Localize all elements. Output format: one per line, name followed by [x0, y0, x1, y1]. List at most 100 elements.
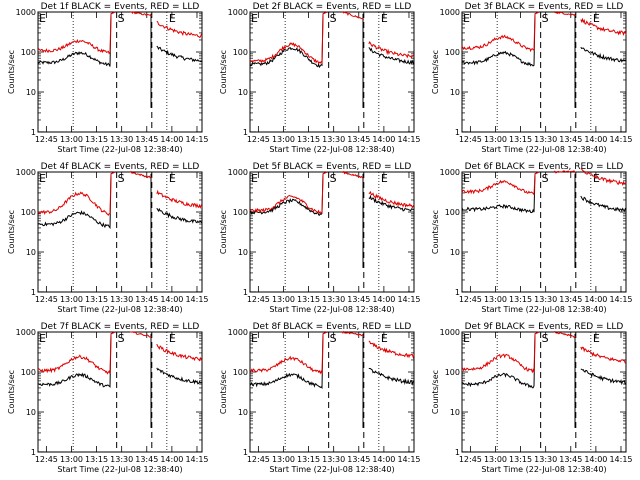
y-tick-label: 100	[445, 368, 460, 377]
marker-label-e: E	[39, 172, 46, 185]
y-axis-label: Counts/sec	[431, 50, 440, 94]
x-tick-label: 12:45	[247, 135, 270, 144]
x-tick-label: 13:45	[347, 455, 370, 464]
y-axis-label: Counts/sec	[431, 210, 440, 254]
x-tick-label: 12:45	[247, 295, 270, 304]
series-lld	[341, 170, 364, 179]
panel-det-2: Det 2f BLACK = Events, RED = LLD 1 10 100 10…	[219, 2, 421, 154]
x-tick-label: 13:00	[272, 295, 295, 304]
x-tick-label: 13:00	[484, 135, 507, 144]
y-tick-label: 1	[31, 128, 36, 137]
marker-label-s: S	[118, 172, 125, 185]
y-tick-label: 100	[233, 368, 248, 377]
y-tick-label: 1000	[16, 8, 36, 17]
panel-det-7: Det 7f BLACK = Events, RED = LLD 1 10 100 10…	[7, 322, 209, 474]
panel-det-5: Det 5f BLACK = Events, RED = LLD 1 10 100 10…	[219, 162, 421, 314]
x-tick-label: 12:45	[459, 135, 482, 144]
panel-det-9: Det 9f BLACK = Events, RED = LLD 1 10 100 10…	[431, 322, 633, 474]
series-lld	[37, 171, 116, 216]
x-tick-label: 13:00	[60, 295, 83, 304]
y-tick-label: 100	[21, 208, 36, 217]
series-lld	[341, 10, 365, 20]
x-tick-label: 14:00	[160, 295, 183, 304]
x-tick-label: 13:45	[135, 295, 158, 304]
y-tick-label: 10	[450, 88, 460, 97]
series-lld	[249, 331, 328, 375]
panel-title: Det 3f BLACK = Events, RED = LLD	[465, 2, 624, 12]
x-tick-label: 13:45	[559, 455, 582, 464]
marker-label-s: S	[542, 12, 549, 25]
x-tick-label: 13:30	[110, 295, 133, 304]
y-axis-label: Counts/sec	[7, 210, 16, 254]
x-tick-label: 12:45	[459, 455, 482, 464]
series-events	[156, 207, 203, 224]
series-lld	[580, 17, 627, 37]
marker-label-e: E	[169, 332, 176, 345]
series-lld	[129, 331, 152, 338]
x-tick-label: 13:00	[60, 455, 83, 464]
x-tick-label: 13:15	[297, 455, 320, 464]
y-tick-label: 10	[238, 408, 248, 417]
x-tick-label: 14:15	[397, 295, 420, 304]
y-tick-label: 10	[238, 88, 248, 97]
y-tick-label: 1000	[440, 328, 460, 337]
x-tick-label: 13:45	[347, 135, 370, 144]
series-lld	[461, 171, 540, 196]
series-events	[37, 171, 116, 230]
marker-label-s: S	[542, 332, 549, 345]
series-events	[580, 195, 627, 213]
x-tick-label: 14:00	[584, 455, 607, 464]
y-tick-label: 100	[445, 48, 460, 57]
x-tick-label: 13:00	[272, 455, 295, 464]
y-tick-label: 100	[233, 48, 248, 57]
x-tick-label: 13:00	[272, 135, 295, 144]
panel-title: Det 9f BLACK = Events, RED = LLD	[465, 322, 624, 332]
marker-label-e: E	[593, 332, 600, 345]
series-events	[249, 331, 328, 389]
x-tick-label: 14:15	[609, 135, 632, 144]
marker-label-e: E	[463, 12, 470, 25]
series-events	[37, 11, 116, 67]
y-axis-label: Counts/sec	[7, 370, 16, 414]
x-tick-label: 14:15	[185, 135, 208, 144]
marker-label-e: E	[463, 332, 470, 345]
x-tick-label: 14:00	[584, 135, 607, 144]
plot-frame	[37, 11, 203, 133]
panel-title: Det 8f BLACK = Events, RED = LLD	[253, 322, 412, 332]
series-lld	[553, 330, 576, 338]
series-lld	[341, 330, 365, 337]
y-tick-label: 1000	[228, 168, 248, 177]
marker-label-e: E	[169, 12, 176, 25]
series-lld	[129, 11, 153, 17]
series-lld	[553, 170, 576, 174]
series-lld	[580, 168, 627, 186]
series-lld	[129, 170, 152, 179]
x-axis-label: Start Time (22-Jul-08 12:38:40)	[57, 465, 182, 474]
series-events	[368, 47, 415, 65]
y-tick-label: 1	[243, 128, 248, 137]
series-lld	[580, 346, 627, 364]
panel-det-4: Det 4f BLACK = Events, RED = LLD 1 10 100 10…	[7, 162, 209, 314]
x-tick-label: 13:45	[559, 295, 582, 304]
x-tick-label: 13:00	[484, 295, 507, 304]
marker-label-e: E	[381, 172, 388, 185]
x-tick-label: 14:15	[185, 455, 208, 464]
x-axis-label: Start Time (22-Jul-08 12:38:40)	[481, 145, 606, 154]
marker-label-s: S	[118, 12, 125, 25]
y-tick-label: 10	[26, 88, 36, 97]
y-tick-label: 1	[455, 288, 460, 297]
x-tick-label: 13:30	[534, 135, 557, 144]
x-tick-label: 14:15	[397, 135, 420, 144]
marker-label-e: E	[593, 172, 600, 185]
plot-frame	[461, 331, 627, 453]
series-lld	[37, 11, 116, 55]
panel-det-1: Det 1f BLACK = Events, RED = LLD 1 10 100 10…	[7, 2, 209, 154]
y-tick-label: 100	[233, 208, 248, 217]
x-tick-label: 13:15	[85, 295, 108, 304]
x-tick-label: 13:30	[110, 135, 133, 144]
marker-label-e: E	[251, 332, 258, 345]
x-tick-label: 13:45	[135, 455, 158, 464]
x-tick-label: 14:00	[584, 295, 607, 304]
x-tick-label: 13:45	[135, 135, 158, 144]
x-tick-label: 14:15	[609, 455, 632, 464]
